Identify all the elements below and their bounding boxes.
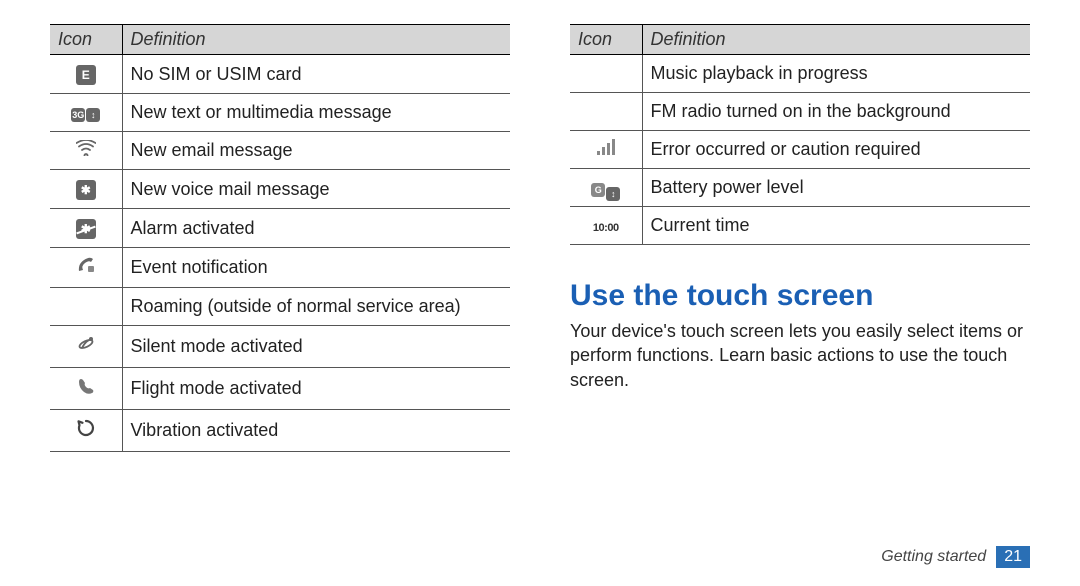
definition-cell: FM radio turned on in the background (642, 93, 1030, 131)
icon-cell: 3G↕ (50, 94, 122, 132)
network-icon: 3G↕ (71, 108, 100, 122)
battery-icon: G↕ (591, 183, 620, 197)
definition-cell: New voice mail message (122, 170, 510, 209)
definition-cell: Alarm activated (122, 209, 510, 248)
definition-cell: Battery power level (642, 169, 1030, 207)
definition-cell: Flight mode activated (122, 368, 510, 410)
table-row: Music playback in progress (570, 55, 1030, 93)
footer-label: Getting started (881, 548, 986, 566)
icon-cell: E (50, 55, 122, 94)
icon-table-left: Icon Definition E No SIM or USIM card 3G↕ N… (50, 24, 510, 452)
definition-cell: Vibration activated (122, 410, 510, 452)
definition-cell: Error occurred or caution required (642, 131, 1030, 169)
table-row: Flight mode activated (50, 368, 510, 410)
section-body: Your device's touch screen lets you easi… (570, 319, 1030, 392)
icon-table-right: Icon Definition Music playback in progre… (570, 24, 1030, 245)
definition-cell: Silent mode activated (122, 326, 510, 368)
definition-cell: No SIM or USIM card (122, 55, 510, 94)
sync-icon (76, 422, 96, 442)
bluetooth-off-icon: ✱ (76, 219, 96, 239)
phone-icon (76, 380, 96, 400)
icon-cell (50, 410, 122, 452)
table-row: Silent mode activated (50, 326, 510, 368)
icon-cell (570, 93, 642, 131)
table-row: E No SIM or USIM card (50, 55, 510, 94)
table-row: Roaming (outside of normal service area) (50, 288, 510, 326)
definition-cell: New email message (122, 132, 510, 170)
definition-cell: Music playback in progress (642, 55, 1030, 93)
definition-cell: Roaming (outside of normal service area) (122, 288, 510, 326)
table-row: Error occurred or caution required (570, 131, 1030, 169)
table-row: Vibration activated (50, 410, 510, 452)
col-header-definition: Definition (642, 25, 1030, 55)
icon-cell: G↕ (570, 169, 642, 207)
icon-cell (50, 288, 122, 326)
definition-cell: Event notification (122, 248, 510, 288)
col-header-icon: Icon (50, 25, 122, 55)
table-row: New email message (50, 132, 510, 170)
clock-icon: 10:00 (593, 222, 619, 234)
icon-cell: ✱ (50, 209, 122, 248)
icon-cell (50, 326, 122, 368)
table-row: G↕ Battery power level (570, 169, 1030, 207)
section-heading: Use the touch screen (570, 279, 1030, 313)
footer-page-number: 21 (996, 546, 1030, 568)
icon-cell: 10:00 (570, 207, 642, 245)
table-row: FM radio turned on in the background (570, 93, 1030, 131)
table-row: 3G↕ New text or multimedia message (50, 94, 510, 132)
sim-icon: E (76, 65, 96, 85)
left-column: Icon Definition E No SIM or USIM card 3G↕ N… (50, 24, 510, 452)
icon-cell (570, 131, 642, 169)
icon-cell (50, 248, 122, 288)
page-footer: Getting started 21 (881, 546, 1030, 568)
right-column: Icon Definition Music playback in progre… (570, 24, 1030, 452)
table-row: ✱ Alarm activated (50, 209, 510, 248)
table-row: ✱ New voice mail message (50, 170, 510, 209)
icon-cell (50, 132, 122, 170)
icon-cell: ✱ (50, 170, 122, 209)
table-row: 10:00 Current time (570, 207, 1030, 245)
col-header-icon: Icon (570, 25, 642, 55)
table-row: Event notification (50, 248, 510, 288)
icon-cell (570, 55, 642, 93)
signal-bars-icon (597, 139, 615, 155)
satellite-icon (76, 338, 96, 358)
wifi-icon (76, 140, 96, 160)
icon-cell (50, 368, 122, 410)
note-icon (76, 258, 96, 278)
bluetooth-icon: ✱ (76, 180, 96, 200)
definition-cell: Current time (642, 207, 1030, 245)
definition-cell: New text or multimedia message (122, 94, 510, 132)
col-header-definition: Definition (122, 25, 510, 55)
